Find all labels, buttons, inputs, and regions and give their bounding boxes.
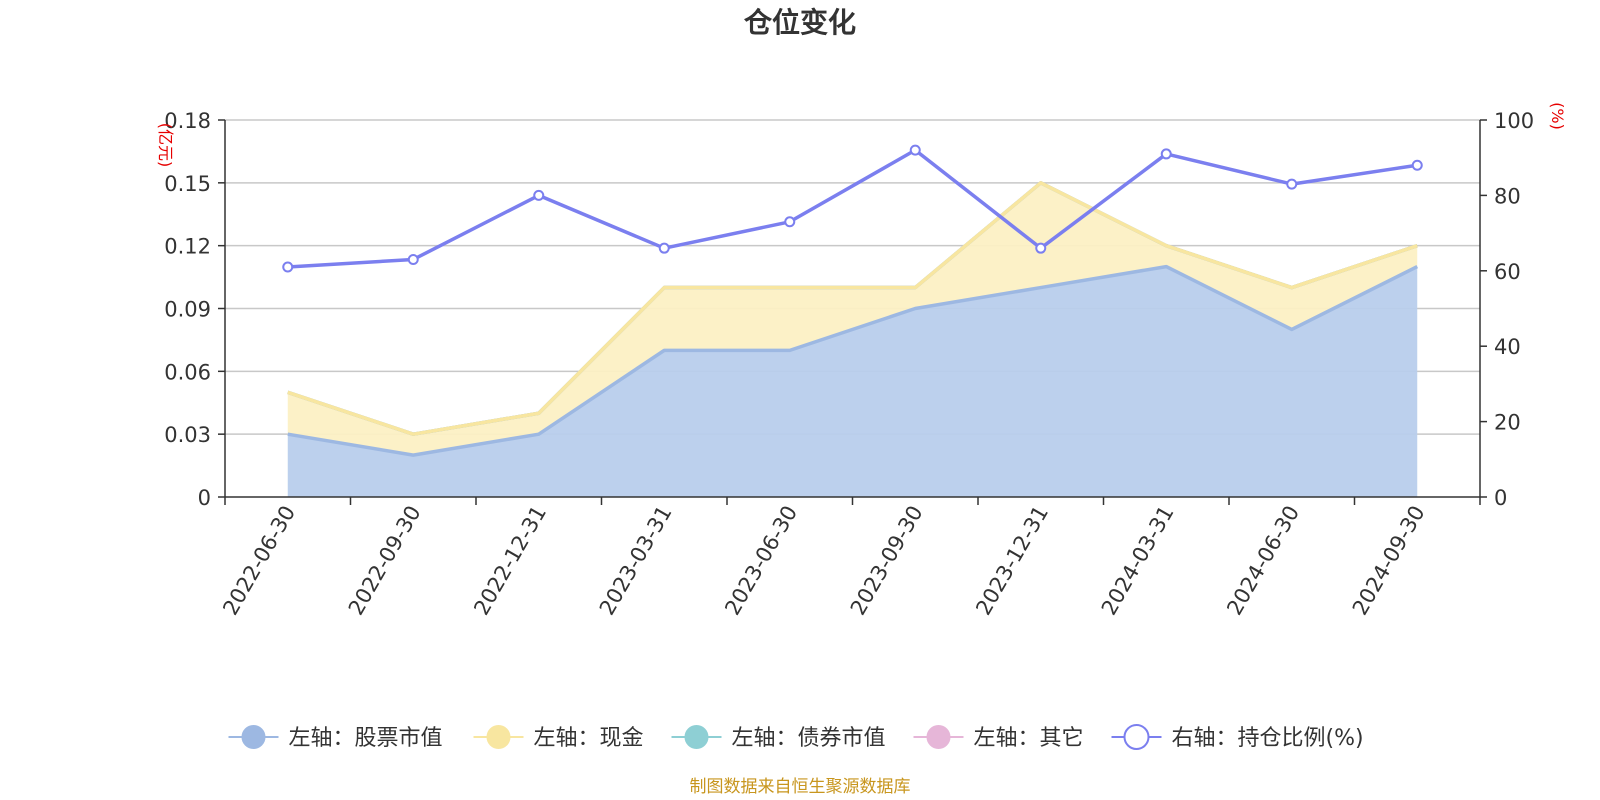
right-axis-tick-label: 60 — [1494, 260, 1521, 284]
left-axis-tick-label: 0.12 — [164, 235, 211, 259]
chart-title: 仓位变化 — [744, 6, 856, 39]
legend-label: 右轴：持仓比例(%) — [1172, 726, 1364, 751]
legend-swatch — [684, 725, 709, 749]
ratio-point — [533, 189, 545, 201]
ratio-point — [1286, 178, 1298, 190]
ratio-markers — [282, 144, 1423, 273]
x-axis-tick-label: 2023-06-30 — [720, 502, 802, 620]
line-左轴：现金 — [287, 181, 1418, 436]
legend-swatch — [241, 725, 266, 749]
right-axis-unit: (%) — [1548, 102, 1567, 130]
legend-label: 左轴：股票市值 — [289, 726, 443, 751]
left-axis-tick-label: 0.15 — [164, 172, 211, 196]
legend-item: 左轴：现金 — [473, 725, 644, 751]
area-左轴：股票市值 — [287, 266, 1418, 497]
source-note: 制图数据来自恒生聚源数据库 — [690, 777, 911, 797]
legend-label: 左轴：现金 — [534, 726, 644, 751]
ratio-point — [1035, 242, 1047, 254]
left-axis-tick-label: 0.18 — [164, 109, 211, 133]
right-axis-tick-label: 0 — [1494, 486, 1507, 510]
left-axis-tick-label: 0 — [198, 486, 211, 510]
legend-item: 左轴：股票市值 — [228, 725, 443, 751]
legend: 左轴：股票市值 左轴：现金 左轴：债券市值 左轴：其它 右轴：持仓比例(%) — [228, 724, 1364, 751]
ratio-point — [658, 242, 670, 254]
right-axis-tick-label: 40 — [1494, 335, 1521, 359]
x-axis-tick-label: 2022-09-30 — [344, 502, 426, 620]
ratio-point — [909, 144, 921, 156]
x-axis-tick-label: 2024-09-30 — [1348, 502, 1430, 620]
left-axis-unit: (亿元) — [156, 123, 175, 168]
x-axis-tick-label: 2023-09-30 — [846, 502, 928, 620]
x-axis-tick-label: 2024-06-30 — [1222, 502, 1304, 620]
legend-item: 左轴：其它 — [913, 725, 1084, 751]
left-axis-tick-label: 0.03 — [164, 423, 211, 447]
line-左轴：股票市值 — [287, 264, 1419, 457]
ratio-point — [282, 261, 294, 273]
ratio-point — [1160, 148, 1172, 160]
legend-swatch — [926, 725, 951, 749]
legend-label: 左轴：债券市值 — [732, 726, 886, 751]
legend-item: 右轴：持仓比例(%) — [1111, 724, 1364, 751]
ratio-point — [407, 253, 419, 265]
legend-swatch — [1123, 724, 1150, 750]
right-axis-tick-label: 20 — [1494, 411, 1521, 435]
x-axis-tick-label: 2023-03-31 — [595, 502, 677, 620]
x-axis-tick-label: 2023-12-31 — [971, 502, 1053, 620]
ratio-point — [1411, 159, 1423, 171]
right-axis-tick-label: 80 — [1494, 184, 1521, 208]
x-axis-tick-label: 2022-06-30 — [218, 502, 300, 620]
legend-swatch — [486, 725, 511, 749]
area-左轴：现金 — [287, 182, 1418, 456]
left-axis-tick-label: 0.06 — [164, 360, 211, 384]
x-axis-tick-label: 2022-12-31 — [469, 502, 551, 620]
stacked-areas — [287, 182, 1418, 497]
legend-label: 左轴：其它 — [974, 726, 1084, 751]
legend-item: 左轴：债券市值 — [671, 725, 886, 751]
series-lines — [287, 148, 1419, 457]
ratio-line — [287, 148, 1418, 269]
ratio-point — [784, 216, 796, 228]
x-axis-tick-label: 2024-03-31 — [1097, 502, 1179, 620]
left-axis-tick-label: 0.09 — [164, 298, 211, 322]
right-axis-tick-label: 100 — [1494, 109, 1534, 133]
